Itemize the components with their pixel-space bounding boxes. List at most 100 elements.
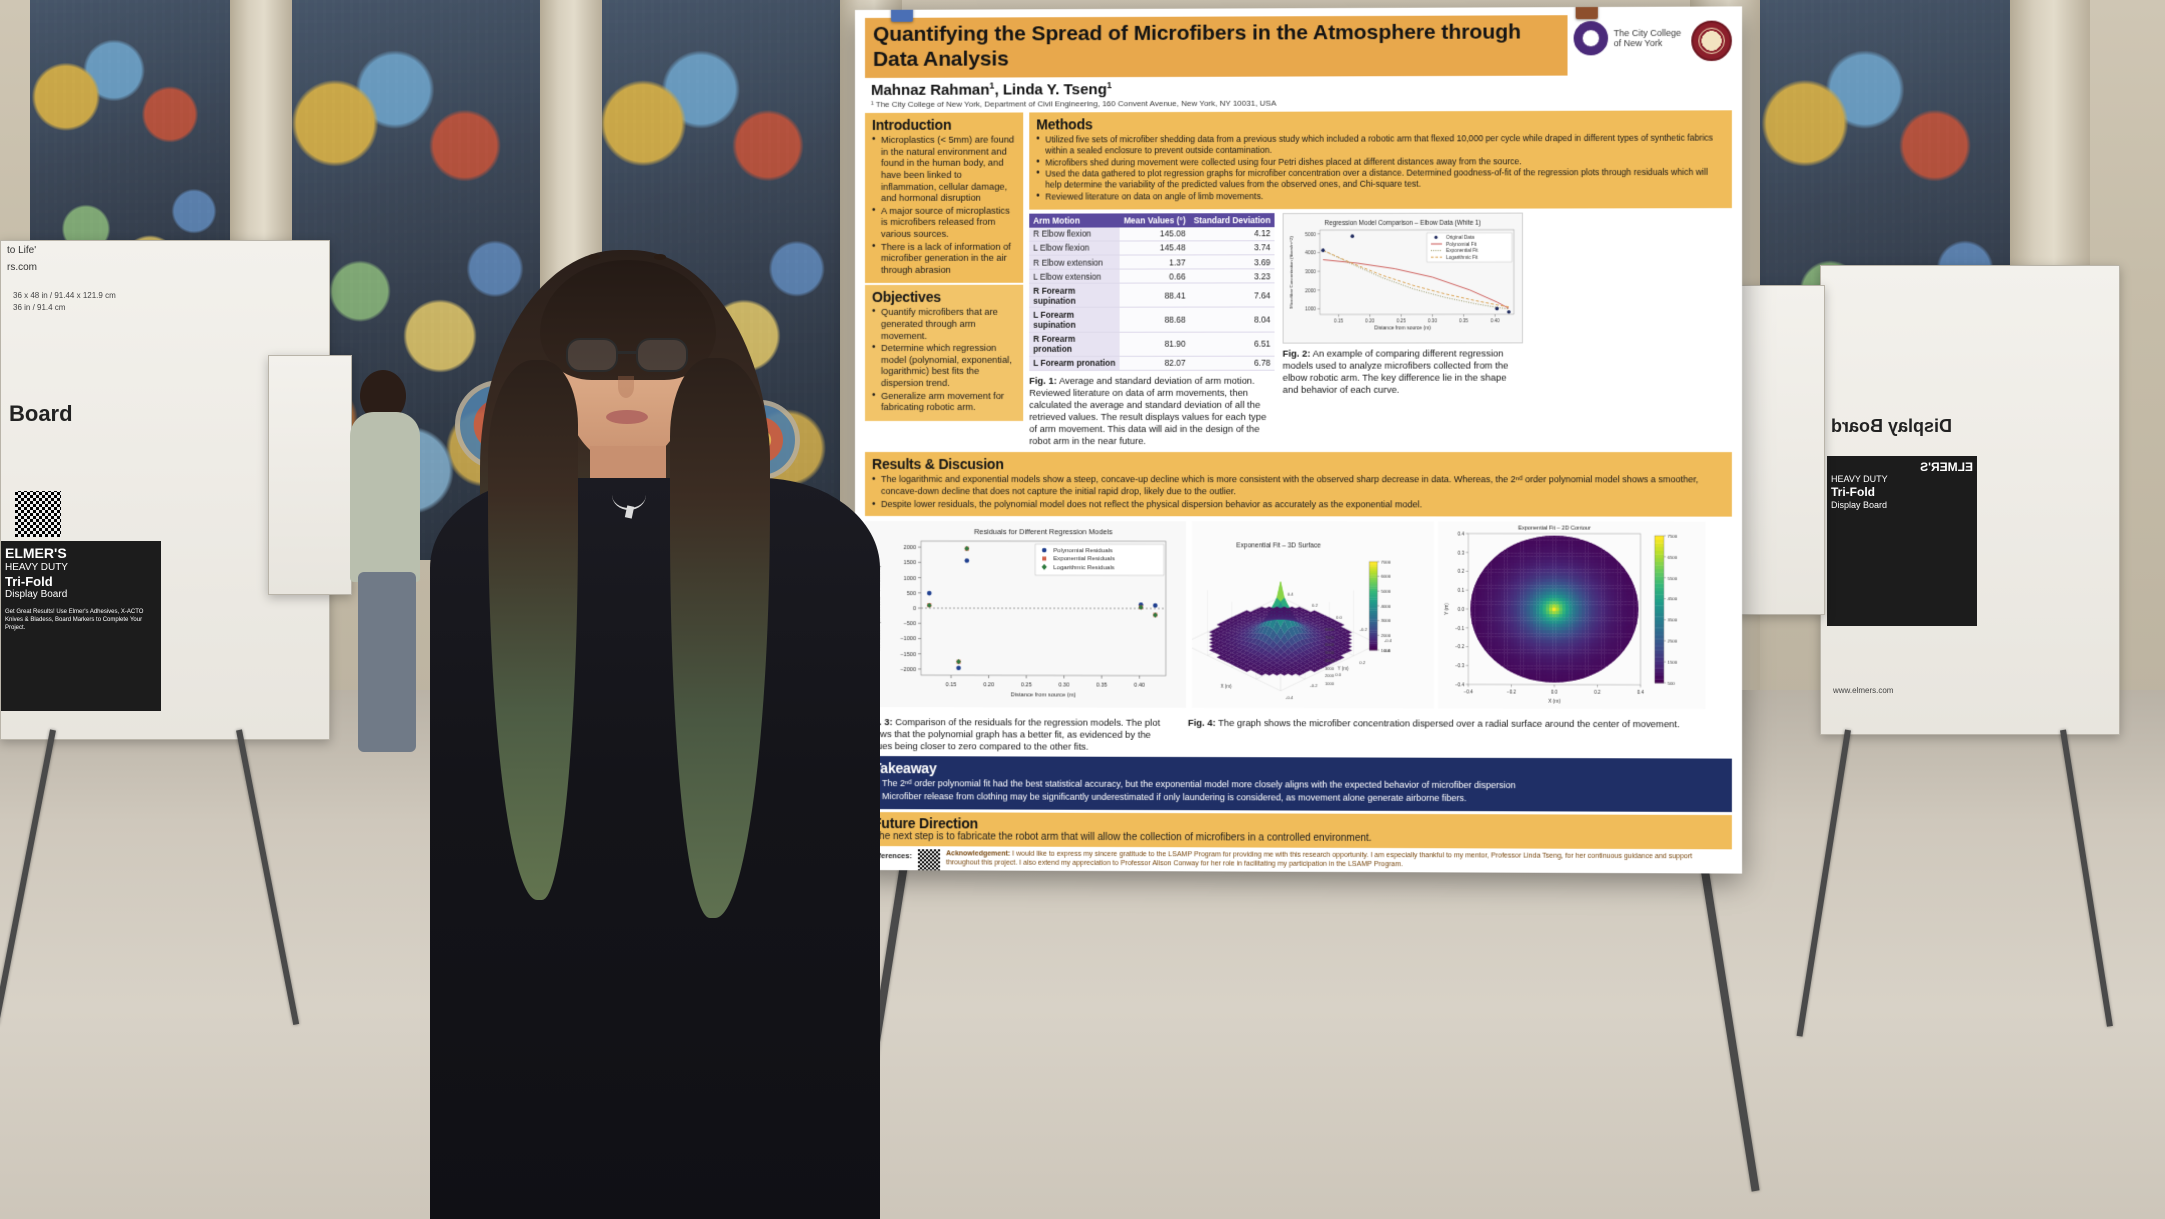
display-board-right: ELMER'S HEAVY DUTY Tri-Fold Display Boar… xyxy=(1820,265,2120,735)
board-right-line2: Tri-Fold xyxy=(1831,485,1875,500)
svg-text:-0.4: -0.4 xyxy=(1384,639,1392,644)
svg-text:6000: 6000 xyxy=(1381,574,1391,579)
ccny-logo: The City College of New York xyxy=(1574,21,1681,56)
fig3-caption-text: Comparison of the residuals for the regr… xyxy=(864,716,1161,753)
board-brand-block: ELMER'S HEAVY DUTY Tri-Fold Display Boar… xyxy=(1,541,161,711)
board-qr-code xyxy=(15,491,61,537)
board-url: rs.com xyxy=(7,261,37,273)
svg-text:2000: 2000 xyxy=(1325,674,1335,679)
svg-text:0.4: 0.4 xyxy=(1384,649,1391,654)
svg-text:0.1: 0.1 xyxy=(1458,588,1465,593)
ccny-name-line1: The City College xyxy=(1613,27,1682,38)
results-heading: Results & Discusion xyxy=(871,456,1004,473)
svg-text:1000: 1000 xyxy=(904,576,916,582)
svg-text:−0.4: −0.4 xyxy=(1464,690,1474,695)
attendee-pants xyxy=(358,572,416,752)
cell-std-dev: 8.04 xyxy=(1189,307,1275,332)
takeaway-bullets: The 2ⁿᵈ order polynomial fit had the bes… xyxy=(873,778,1724,805)
fig3-svg: Residuals for Different Regression Model… xyxy=(864,521,1186,709)
svg-text:−1500: −1500 xyxy=(900,652,916,658)
board-right-line1: HEAVY DUTY xyxy=(1831,474,1888,485)
svg-text:6500: 6500 xyxy=(1667,555,1677,560)
svg-text:0.0: 0.0 xyxy=(1336,615,1343,620)
fig2-block: Regression Model Comparison – Elbow Data… xyxy=(1282,212,1523,447)
cell-arm-motion: R Elbow flexion xyxy=(1029,227,1120,241)
svg-text:5000: 5000 xyxy=(1305,231,1316,237)
board-line3: Display Board xyxy=(5,589,68,601)
cell-mean-value: 145.08 xyxy=(1119,226,1190,241)
cell-std-dev: 6.51 xyxy=(1189,331,1275,357)
takeaway-panel: Takeaway The 2ⁿᵈ order polynomial fit ha… xyxy=(864,756,1732,812)
cell-std-dev: 4.12 xyxy=(1189,226,1275,241)
results-panel: Results & Discusion The logarithmic and … xyxy=(864,452,1732,517)
svg-text:3000: 3000 xyxy=(1305,269,1316,275)
table-row: R Forearm supination 88.41 7.64 xyxy=(1029,283,1275,308)
methods-heading: Methods xyxy=(1036,116,1093,133)
fig4a-surface-svg: Exponential Fit – 3D Surface -0.4 -0.2 0.0 0… xyxy=(1191,521,1434,709)
cuny-seal-icon xyxy=(1691,20,1732,62)
methods-bullet: Utilized five sets of microfiber sheddin… xyxy=(1036,133,1725,156)
board-tagline: to Life' xyxy=(7,245,37,256)
future-direction-panel: Future Direction The next step is to fab… xyxy=(864,811,1732,850)
svg-text:5000: 5000 xyxy=(1325,650,1335,655)
svg-text:-0.4: -0.4 xyxy=(1286,695,1294,700)
fig2-caption-label: Fig. 2: xyxy=(1282,347,1311,359)
fig4-charts: Exponential Fit – 3D Surface -0.4 -0.2 0.0 0… xyxy=(1191,521,1732,712)
cell-std-dev: 3.69 xyxy=(1189,254,1275,270)
svg-text:3000: 3000 xyxy=(1325,666,1335,671)
svg-text:6000: 6000 xyxy=(1325,642,1335,647)
cell-std-dev: 6.78 xyxy=(1189,356,1275,371)
svg-text:500: 500 xyxy=(1667,681,1675,686)
fig2-chart: Regression Model Comparison – Elbow Data… xyxy=(1282,212,1523,344)
svg-text:Logarithmic Fit: Logarithmic Fit xyxy=(1446,254,1478,260)
glasses-lens-left xyxy=(566,338,618,372)
objectives-bullet: Generalize arm movement for fabricating … xyxy=(872,391,1016,414)
author-1: Mahnaz Rahman xyxy=(870,81,990,100)
board-right-brand: ELMER'S xyxy=(1920,460,1973,474)
fig1-fig2-row: Arm Motion Mean Values (°) Standard Devi… xyxy=(1029,212,1732,448)
svg-text:Residuals for Different Regres: Residuals for Different Regression Model… xyxy=(974,527,1113,536)
cell-arm-motion: L Elbow extension xyxy=(1029,269,1120,284)
poster-title: Quantifying the Spread of Microfibers in… xyxy=(872,20,1521,71)
takeaway-bullet: Microfiber release from clothing may be … xyxy=(873,791,1724,806)
results-bullet: The logarithmic and exponential models s… xyxy=(872,474,1725,498)
methods-bullets: Utilized five sets of microfiber sheddin… xyxy=(1036,133,1725,202)
poster-footer: References: Acknowledgement: I would lik… xyxy=(865,848,1732,874)
svg-text:−0.2: −0.2 xyxy=(1455,645,1465,650)
acknowledgement-label: Acknowledgement: xyxy=(946,850,1011,858)
fig4-caption: Fig. 4: The graph shows the microfiber c… xyxy=(1188,717,1732,755)
introduction-bullet: Microplastics (< 5mm) are found in the n… xyxy=(872,135,1016,205)
presenter-lips xyxy=(606,410,648,424)
takeaway-heading: Takeaway xyxy=(872,760,937,777)
binder-clip-right-icon xyxy=(1575,6,1598,20)
attendee-top xyxy=(350,412,420,582)
svg-text:−0.3: −0.3 xyxy=(1455,664,1465,669)
research-poster: Quantifying the Spread of Microfibers in… xyxy=(855,6,1743,874)
fig2-svg: Regression Model Comparison – Elbow Data… xyxy=(1283,213,1522,343)
presenter-photo xyxy=(430,240,880,1219)
methods-bullet: Microfibers shed during movement were co… xyxy=(1036,155,1725,168)
table-row: L Elbow flexion 145.48 3.74 xyxy=(1029,240,1275,256)
table-row: L Elbow extension 0.66 3.23 xyxy=(1029,268,1275,284)
acknowledgement: Acknowledgement: I would like to express… xyxy=(946,849,1728,870)
svg-text:0.20: 0.20 xyxy=(1365,318,1374,323)
future-direction-text: The next step is to fabricate the robot … xyxy=(872,830,1372,844)
svg-text:3500: 3500 xyxy=(1667,618,1677,623)
svg-text:7000: 7000 xyxy=(1325,635,1335,640)
board-dimension-a: 36 x 48 in / 91.44 x 121.9 cm xyxy=(13,291,116,300)
objectives-panel: Objectives Quantify microfibers that are… xyxy=(864,285,1024,421)
svg-text:0.0: 0.0 xyxy=(1335,672,1342,677)
svg-text:0.20: 0.20 xyxy=(983,683,994,689)
svg-text:-0.2: -0.2 xyxy=(1310,684,1318,689)
board-line1: HEAVY DUTY xyxy=(5,561,68,573)
svg-text:1000: 1000 xyxy=(1325,681,1335,686)
svg-text:X (m): X (m) xyxy=(1548,699,1561,705)
fig2-caption: Fig. 2: An example of comparing differen… xyxy=(1283,347,1523,396)
fig3-chart: Residuals for Different Regression Model… xyxy=(864,521,1186,710)
acknowledgement-text: I would like to express my sincere grati… xyxy=(946,850,1693,869)
presenter-eye-left xyxy=(588,254,600,260)
cell-arm-motion: L Elbow flexion xyxy=(1029,240,1120,256)
svg-text:Exponential Fit: Exponential Fit xyxy=(1446,248,1479,254)
fig4-caption-text: The graph shows the microfiber concentra… xyxy=(1215,717,1680,730)
ccny-logo-text: The City College of New York xyxy=(1614,27,1682,48)
